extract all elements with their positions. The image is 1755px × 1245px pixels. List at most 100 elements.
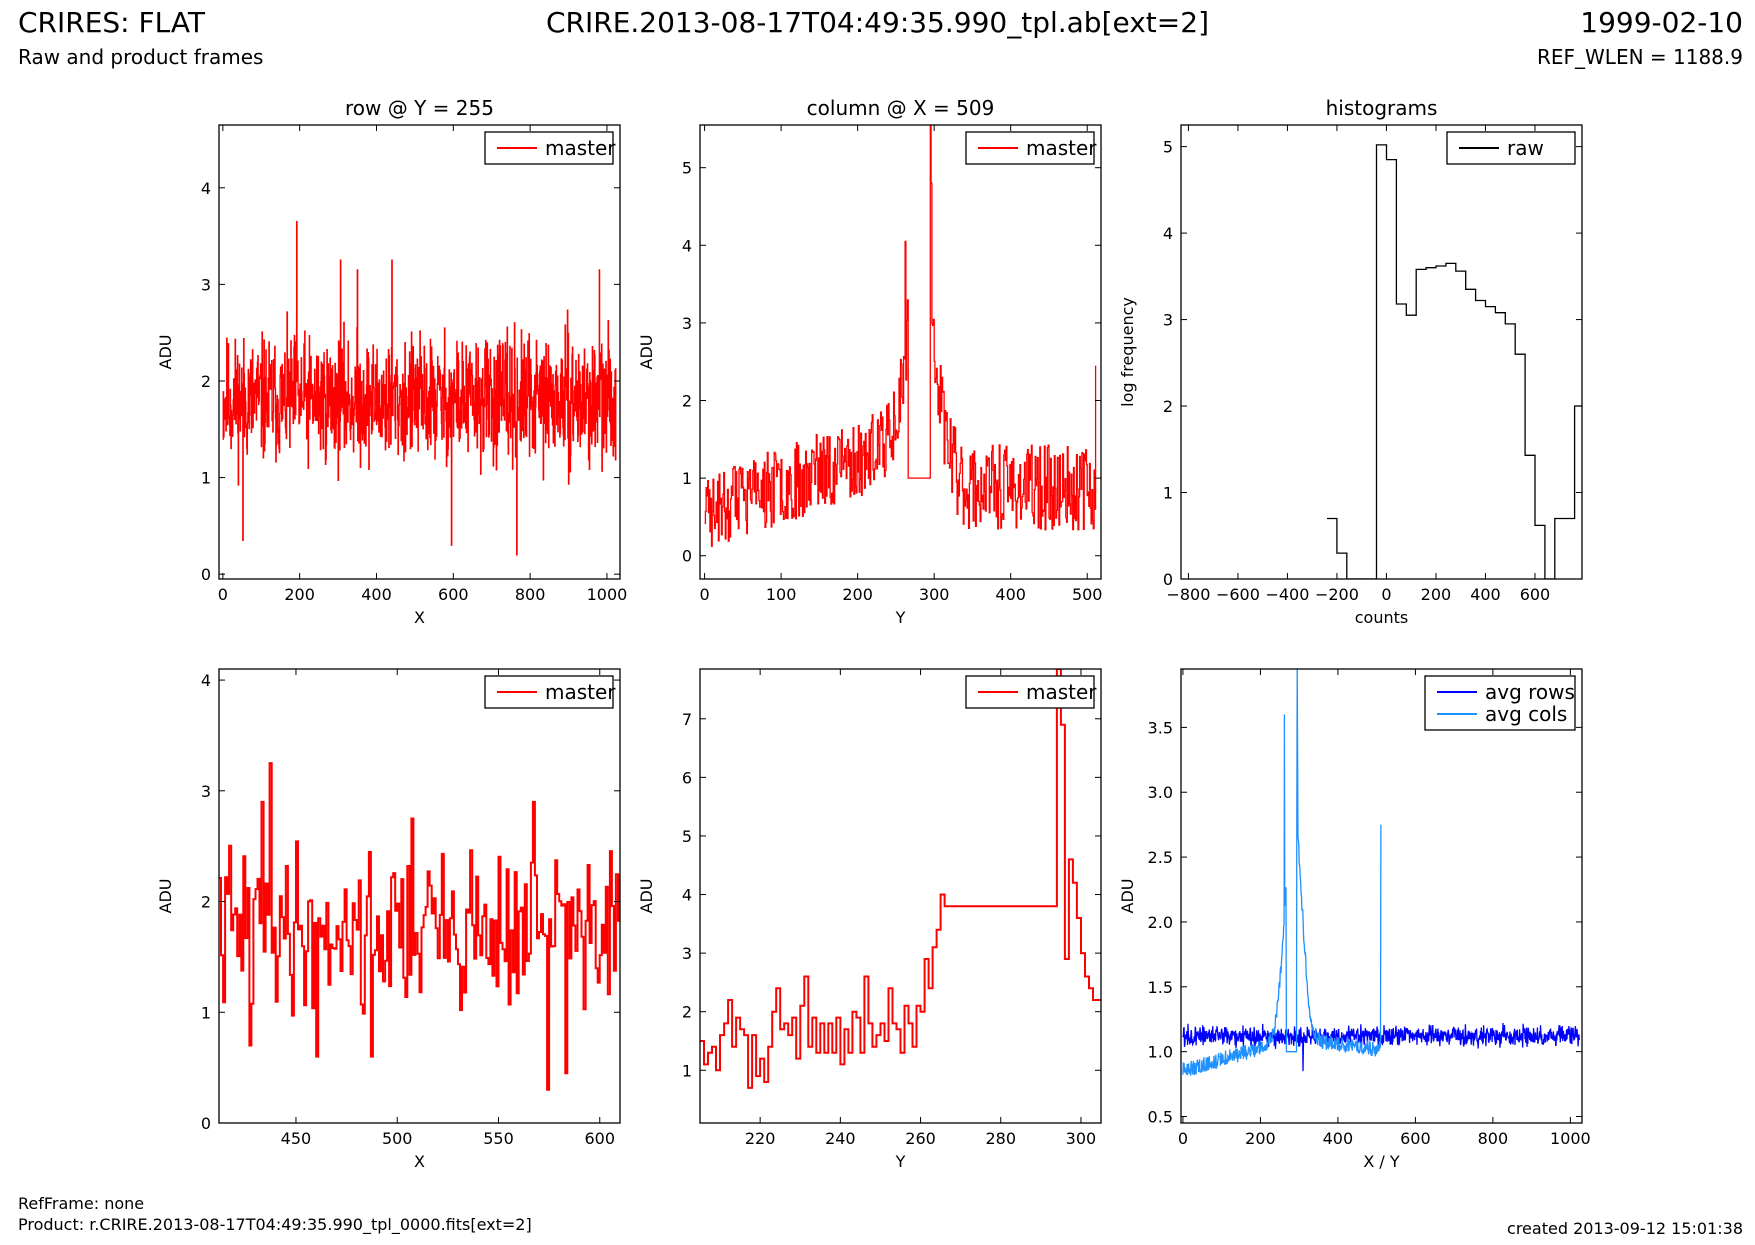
x-tick-label: −600 bbox=[1216, 585, 1260, 604]
x-tick-label: 550 bbox=[483, 1129, 514, 1148]
y-tick-label: 3 bbox=[682, 314, 692, 333]
x-tick-label: −800 bbox=[1166, 585, 1210, 604]
chart-panel-6: 0 200 400 600 800 1000 0.5 1.0 1.5 2.0 2.5 3.0 3.5 X … bbox=[1118, 668, 1591, 1171]
legend-label: avg rows bbox=[1485, 680, 1575, 704]
report-subtitle: Raw and product frames bbox=[18, 45, 264, 69]
legend: master bbox=[965, 131, 1097, 165]
y-tick-label: 4 bbox=[1163, 224, 1173, 243]
plot-frame bbox=[699, 668, 1102, 1124]
y-tick-label: 7 bbox=[682, 710, 692, 729]
y-tick-label: 0 bbox=[201, 565, 211, 584]
y-tick-label: 5 bbox=[682, 159, 692, 178]
plot-frame bbox=[218, 668, 621, 1124]
x-axis-label: Y bbox=[895, 1152, 906, 1171]
y-tick-label: 5 bbox=[682, 827, 692, 846]
report-title: CRIRES: FLAT bbox=[18, 6, 205, 39]
y-tick-label: 1.0 bbox=[1148, 1043, 1173, 1062]
chart-panel-5: 220 240 260 280 300 1 2 3 4 5 6 7 Y ADU master bbox=[637, 668, 1102, 1171]
y-tick-label: 0 bbox=[201, 1114, 211, 1133]
x-tick-label: 300 bbox=[1066, 1129, 1097, 1148]
x-tick-label: 0 bbox=[1178, 1129, 1188, 1148]
x-tick-label: 200 bbox=[1245, 1129, 1276, 1148]
chart-panel-3: −800 −600 −400 −200 0 200 400 600 0 1 2 3 4 5 counts lo… bbox=[1118, 96, 1583, 627]
legend: master bbox=[965, 675, 1097, 709]
x-tick-label: 400 bbox=[1323, 1129, 1354, 1148]
y-tick-label: 6 bbox=[682, 768, 692, 787]
legend-label: master bbox=[1026, 136, 1097, 160]
legend-box bbox=[1424, 675, 1576, 731]
legend-label: raw bbox=[1507, 136, 1544, 160]
x-axis-label: X bbox=[414, 1152, 425, 1171]
x-tick-label: 600 bbox=[584, 1129, 615, 1148]
y-tick-label: 2 bbox=[682, 1003, 692, 1022]
x-tick-label: 220 bbox=[745, 1129, 776, 1148]
x-tick-label: 0 bbox=[1381, 585, 1391, 604]
x-tick-label: 0 bbox=[699, 585, 709, 604]
created-timestamp: created 2013-09-12 15:01:38 bbox=[1507, 1219, 1743, 1238]
x-axis-label: X / Y bbox=[1363, 1152, 1400, 1171]
y-tick-label: 4 bbox=[682, 236, 692, 255]
x-tick-label: 1000 bbox=[587, 585, 628, 604]
x-tick-label: 400 bbox=[1470, 585, 1501, 604]
x-tick-label: 280 bbox=[985, 1129, 1016, 1148]
chart-panel-2: 0 100 200 300 400 500 0 1 2 3 4 5 Y ADU column @ X = 5… bbox=[637, 96, 1102, 627]
x-tick-label: 0 bbox=[218, 585, 228, 604]
y-axis-label: ADU bbox=[1118, 879, 1137, 914]
y-tick-label: 4 bbox=[201, 179, 211, 198]
legend: master bbox=[484, 675, 616, 709]
chart-title: histograms bbox=[1326, 96, 1438, 120]
chart-panel-4: 450 500 550 600 0 1 2 3 4 X ADU master bbox=[156, 668, 621, 1171]
x-tick-label: 200 bbox=[284, 585, 315, 604]
x-tick-label: 600 bbox=[1400, 1129, 1431, 1148]
y-axis-label: ADU bbox=[156, 335, 175, 370]
y-tick-label: 1.5 bbox=[1148, 978, 1173, 997]
x-axis-label: X bbox=[414, 608, 425, 627]
x-tick-label: −400 bbox=[1265, 585, 1309, 604]
x-axis-label: counts bbox=[1355, 608, 1408, 627]
chart-panel-1: 0 200 400 600 800 1000 0 1 2 3 4 X ADU row @ Y = 255 m… bbox=[156, 96, 627, 627]
file-title: CRIRE.2013-08-17T04:49:35.990_tpl.ab[ext… bbox=[545, 6, 1209, 39]
y-axis-label: ADU bbox=[637, 335, 656, 370]
y-tick-label: 1 bbox=[201, 1003, 211, 1022]
x-axis-label: Y bbox=[895, 608, 906, 627]
series-line-raw bbox=[1327, 144, 1582, 579]
series-line-master bbox=[704, 125, 1097, 547]
x-tick-label: 300 bbox=[919, 585, 950, 604]
observation-date: 1999-02-10 bbox=[1580, 6, 1743, 39]
series-line-avg-cols bbox=[1182, 669, 1382, 1076]
y-tick-label: 2 bbox=[201, 893, 211, 912]
series-line-master bbox=[222, 220, 617, 556]
y-axis-label: log frequency bbox=[1118, 297, 1137, 407]
legend: raw bbox=[1446, 131, 1576, 165]
x-tick-label: −200 bbox=[1315, 585, 1359, 604]
y-tick-label: 5 bbox=[1163, 138, 1173, 157]
y-tick-label: 2.5 bbox=[1148, 848, 1173, 867]
x-tick-label: 100 bbox=[766, 585, 797, 604]
y-tick-label: 3 bbox=[201, 782, 211, 801]
plot-frame bbox=[699, 124, 1102, 580]
x-tick-label: 600 bbox=[1520, 585, 1551, 604]
plot-frame bbox=[1180, 124, 1583, 580]
y-tick-label: 0 bbox=[682, 547, 692, 566]
x-tick-label: 1000 bbox=[1550, 1129, 1591, 1148]
x-tick-label: 200 bbox=[1421, 585, 1452, 604]
legend: master bbox=[484, 131, 616, 165]
y-tick-label: 3 bbox=[1163, 311, 1173, 330]
x-tick-label: 240 bbox=[825, 1129, 856, 1148]
y-tick-label: 4 bbox=[682, 886, 692, 905]
y-tick-label: 1 bbox=[682, 469, 692, 488]
x-tick-label: 450 bbox=[281, 1129, 312, 1148]
plot-frame bbox=[1180, 668, 1583, 1124]
y-axis-label: ADU bbox=[637, 879, 656, 914]
series-line-master bbox=[219, 762, 620, 1091]
y-tick-label: 3 bbox=[682, 944, 692, 963]
y-tick-label: 3.0 bbox=[1148, 783, 1173, 802]
ref-wlen-label: REF_WLEN = 1188.9 bbox=[1536, 45, 1743, 69]
legend-label: master bbox=[1026, 680, 1097, 704]
series-line-master bbox=[700, 669, 1101, 1089]
x-tick-label: 200 bbox=[842, 585, 873, 604]
y-axis-label: ADU bbox=[156, 879, 175, 914]
x-tick-label: 800 bbox=[515, 585, 546, 604]
y-tick-label: 0.5 bbox=[1148, 1108, 1173, 1127]
